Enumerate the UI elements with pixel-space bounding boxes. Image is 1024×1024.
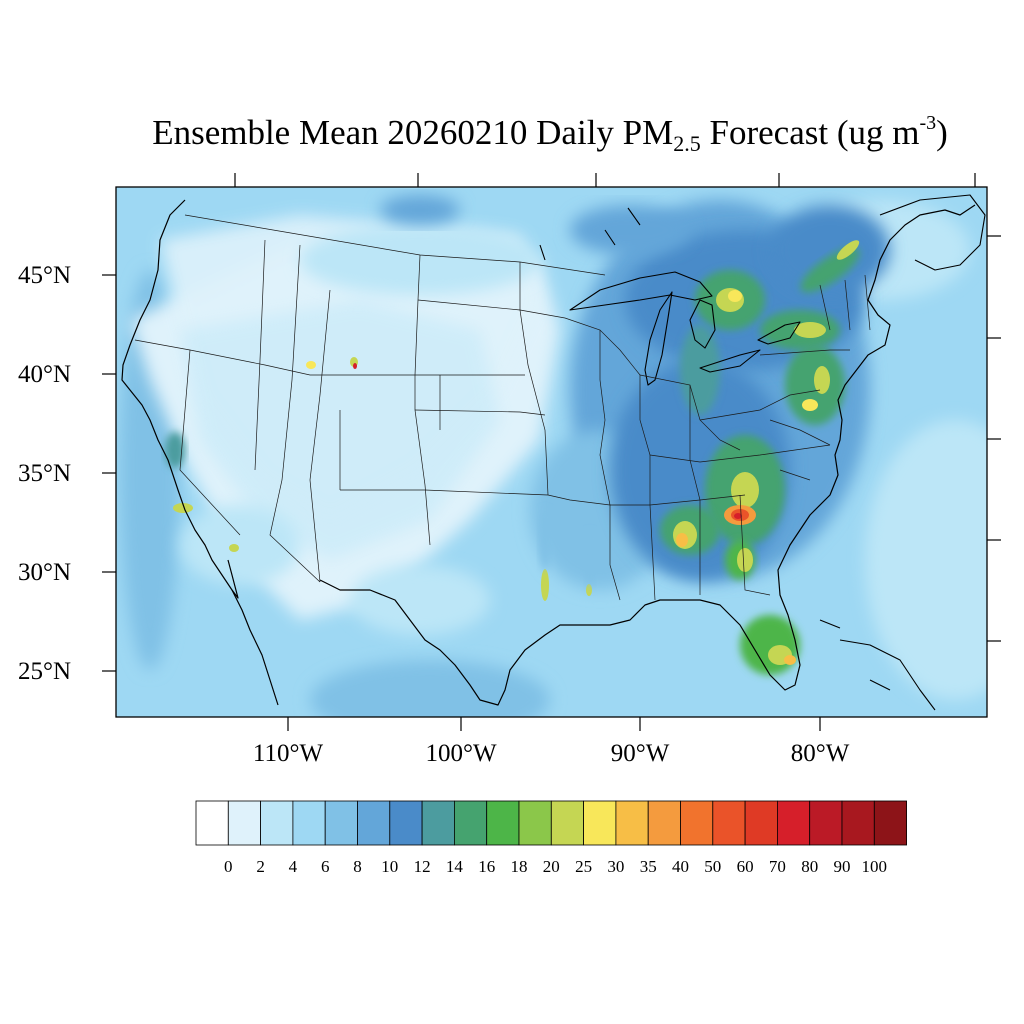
colorbar-label: 35 [639,857,657,876]
colorbar-label: 10 [381,857,399,876]
colorbar-label: 6 [320,857,330,876]
colorbar-swatch [550,800,584,846]
colorbar-swatch [389,800,423,846]
chart-title: Ensemble Mean 20260210 Daily PM2.5 Forec… [152,112,948,156]
colorbar-swatch [615,800,649,846]
colorbar-label: 50 [704,857,722,876]
colorbar-label: 80 [801,857,819,876]
colorbar-label: 2 [256,857,265,876]
lon-label-80w: 80°W [790,740,850,767]
colorbar-label: 40 [672,857,689,876]
colorbar-swatch [841,800,875,846]
lat-label-45n: 45°N [18,262,72,289]
colorbar-swatch [324,800,358,846]
colorbar-swatch [357,800,391,846]
colorbar [195,800,907,846]
colorbar-label: 100 [861,857,888,876]
colorbar-label: 4 [288,857,298,876]
colorbar-label: 18 [510,857,528,876]
colorbar-swatch [777,800,811,846]
lon-label-90w: 90°W [610,740,670,767]
colorbar-swatch [518,800,552,846]
colorbar-label: 25 [575,857,593,876]
colorbar-swatch [453,800,488,846]
colorbar-label: 8 [353,857,362,876]
colorbar-swatch [583,800,617,846]
lat-label-40n: 40°N [18,361,72,388]
axis-ticks [102,173,1001,731]
map-frame [115,186,988,718]
lat-label-25n: 25°N [18,658,72,685]
colorbar-swatch [195,800,229,846]
colorbar-label: 20 [542,857,560,876]
colorbar-label: 16 [478,857,496,876]
colorbar-label: 12 [413,857,431,876]
colorbar-swatch [486,800,520,846]
colorbar-label: 0 [224,857,233,876]
colorbar-swatch [680,800,714,846]
colorbar-label: 70 [768,857,786,876]
coastlines [121,194,986,711]
lon-label-100w: 100°W [425,740,497,767]
state-borders [134,214,871,601]
colorbar-swatch [227,800,262,846]
colorbar-swatch [292,800,326,846]
colorbar-label: 60 [736,857,754,876]
colorbar-label: 14 [445,857,463,876]
lon-label-110w: 110°W [252,740,324,767]
colorbar-swatch [421,800,455,846]
colorbar-swatch [647,800,681,846]
colorbar-label: 30 [607,857,625,876]
colorbar-label: 90 [833,857,851,876]
colorbar-swatch [712,800,746,846]
colorbar-swatch [744,800,778,846]
lat-label-35n: 35°N [18,460,72,487]
colorbar-swatch [260,800,294,846]
colorbar-swatch [809,800,843,846]
colorbar-swatch [873,800,907,846]
lat-label-30n: 30°N [18,559,72,586]
